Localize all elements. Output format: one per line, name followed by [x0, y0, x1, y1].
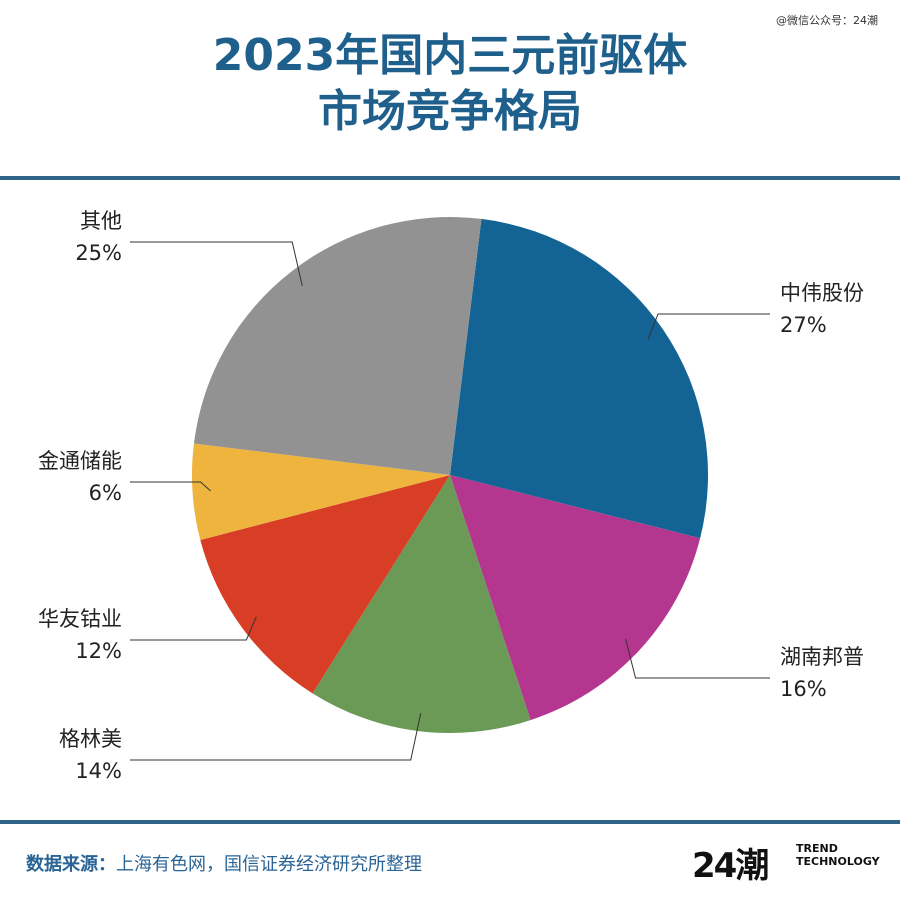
leader-line: [130, 241, 303, 286]
data-source-text: 上海有色网，国信证券经济研究所整理: [116, 854, 422, 875]
leader-line: [647, 313, 770, 340]
leader-line: [130, 713, 422, 761]
leader-line: [130, 616, 257, 641]
chart-title-line2: 市场竞争格局: [318, 86, 582, 137]
data-source: 数据来源：上海有色网，国信证券经济研究所整理: [26, 850, 422, 876]
slice-value-label: 12%: [75, 639, 122, 663]
brand-logo: 24潮 TREND TECHNOLOGY: [692, 836, 892, 886]
pie-slice: [193, 217, 482, 475]
bottom-divider: [0, 820, 900, 824]
top-divider: [0, 176, 900, 180]
pie-slice: [200, 475, 450, 694]
slice-value-label: 25%: [75, 241, 122, 265]
slice-value-label: 14%: [75, 759, 122, 783]
brand-tagline-line1: TREND: [796, 842, 838, 855]
leader-line: [625, 638, 770, 679]
pie-slice: [450, 218, 708, 539]
brand-mark: 24潮: [692, 846, 769, 886]
chart-title-line1: 2023年国内三元前驱体: [212, 30, 688, 81]
slice-label: 湖南邦普: [780, 645, 864, 669]
pie-slice: [312, 475, 531, 733]
slice-value-label: 16%: [780, 677, 827, 701]
brand-tagline: TREND TECHNOLOGY: [796, 842, 880, 868]
slice-label: 中伟股份: [780, 281, 864, 305]
pie-slice: [192, 443, 450, 541]
slice-value-label: 27%: [780, 313, 827, 337]
slice-value-label: 6%: [89, 481, 122, 505]
leader-line: [130, 481, 211, 492]
slice-label: 华友钴业: [38, 607, 122, 631]
slice-label: 金通储能: [38, 449, 122, 473]
brand-tagline-line2: TECHNOLOGY: [796, 855, 880, 868]
pie-slice: [450, 475, 701, 721]
chart-title: 2023年国内三元前驱体 市场竞争格局: [0, 28, 900, 140]
watermark-text: @微信公众号：24潮: [776, 14, 878, 27]
slice-label: 其他: [80, 209, 122, 233]
data-source-label: 数据来源：: [26, 854, 116, 875]
slice-label: 格林美: [59, 727, 122, 751]
